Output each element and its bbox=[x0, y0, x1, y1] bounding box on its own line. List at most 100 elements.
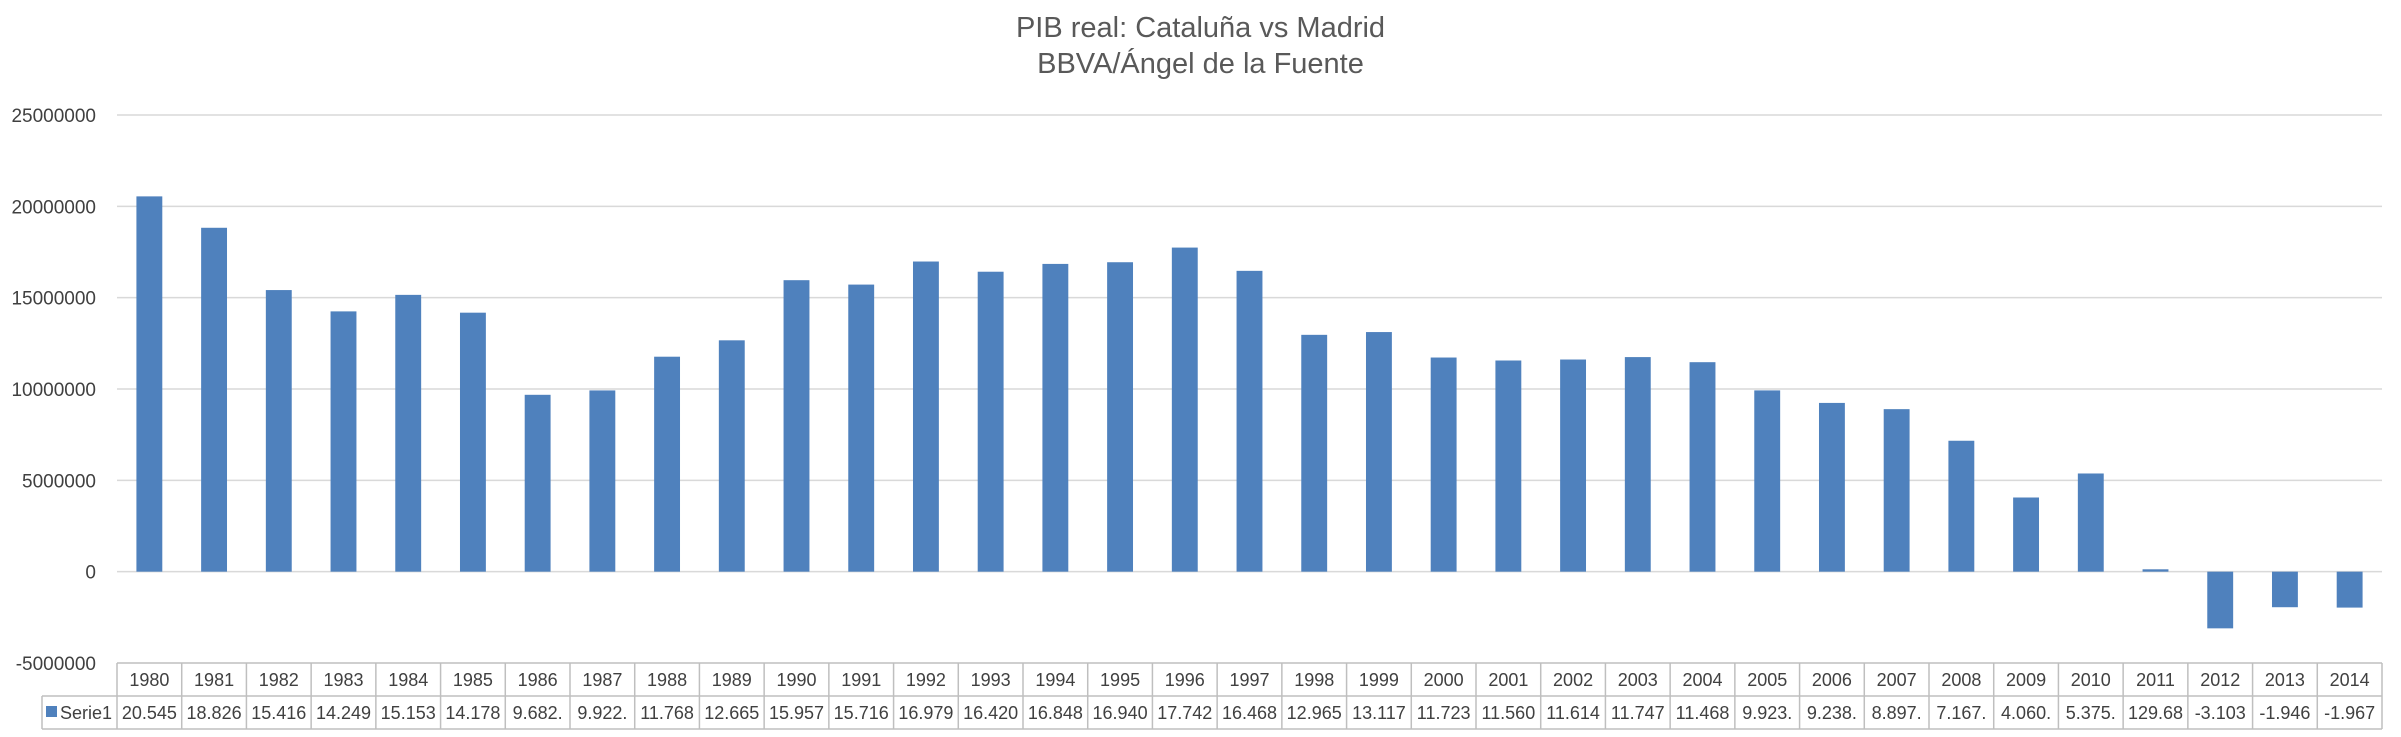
data-label-2004: 11.468 bbox=[1676, 703, 1730, 723]
data-label-1988: 11.768 bbox=[640, 703, 694, 723]
x-category-label: 2005 bbox=[1747, 670, 1787, 690]
bar-1995 bbox=[1107, 262, 1134, 572]
x-category-label: 1981 bbox=[194, 670, 234, 690]
x-category-label: 1986 bbox=[518, 670, 558, 690]
data-label-1984: 15.153 bbox=[381, 703, 436, 723]
data-label-2001: 11.560 bbox=[1481, 703, 1535, 723]
x-category-label: 1996 bbox=[1165, 670, 1205, 690]
bar-2003 bbox=[1624, 357, 1651, 572]
bar-1982 bbox=[265, 290, 292, 572]
x-category-label: 2012 bbox=[2200, 670, 2240, 690]
bar-2010 bbox=[2077, 473, 2104, 572]
x-category-label: 1985 bbox=[453, 670, 493, 690]
bar-2002 bbox=[1560, 359, 1587, 572]
x-category-label: 1998 bbox=[1294, 670, 1334, 690]
bar-2013 bbox=[2271, 571, 2298, 608]
x-category-label: 2013 bbox=[2265, 670, 2305, 690]
y-tick-label: 15000000 bbox=[11, 289, 96, 310]
bar-1980 bbox=[136, 196, 163, 572]
bar-2005 bbox=[1754, 390, 1781, 572]
data-label-1996: 17.742 bbox=[1157, 703, 1212, 723]
data-label-2008: 7.167. bbox=[1936, 703, 1986, 723]
bar-1997 bbox=[1236, 270, 1263, 572]
series-name-label: Serie1 bbox=[60, 703, 112, 723]
x-category-label: 2008 bbox=[1941, 670, 1981, 690]
data-label-1994: 16.848 bbox=[1028, 703, 1083, 723]
x-category-label: 2000 bbox=[1424, 670, 1464, 690]
x-category-label: 1982 bbox=[259, 670, 299, 690]
data-label-1992: 16.979 bbox=[898, 703, 953, 723]
bar-1985 bbox=[459, 312, 486, 572]
data-label-1991: 15.716 bbox=[834, 703, 889, 723]
data-label-2010: 5.375. bbox=[2066, 703, 2116, 723]
data-label-2011: 129.68 bbox=[2128, 703, 2183, 723]
bar-1987 bbox=[589, 390, 616, 572]
x-category-label: 1995 bbox=[1100, 670, 1140, 690]
x-category-label: 1993 bbox=[971, 670, 1011, 690]
x-category-label: 1990 bbox=[776, 670, 816, 690]
bars bbox=[136, 196, 2363, 629]
bar-2009 bbox=[2013, 497, 2040, 572]
data-label-1993: 16.420 bbox=[963, 703, 1018, 723]
data-label-1981: 18.826 bbox=[187, 703, 242, 723]
data-label-2007: 8.897. bbox=[1872, 703, 1922, 723]
data-label-1987: 9.922. bbox=[577, 703, 627, 723]
bar-1986 bbox=[524, 394, 551, 572]
bar-1984 bbox=[395, 294, 422, 572]
bar-1988 bbox=[654, 356, 681, 572]
data-label-1982: 15.416 bbox=[251, 703, 306, 723]
data-label-2009: 4.060. bbox=[2001, 703, 2051, 723]
x-category-label: 2003 bbox=[1618, 670, 1658, 690]
bar-1983 bbox=[330, 311, 357, 572]
data-label-1989: 12.665 bbox=[704, 703, 759, 723]
bar-2007 bbox=[1883, 409, 1910, 572]
x-category-label: 1991 bbox=[841, 670, 881, 690]
data-label-2006: 9.238. bbox=[1807, 703, 1857, 723]
y-tick-label: 10000000 bbox=[11, 380, 96, 401]
data-label-1980: 20.545 bbox=[122, 703, 177, 723]
x-category-label: 1987 bbox=[582, 670, 622, 690]
bar-1999 bbox=[1365, 332, 1392, 572]
bar-1992 bbox=[912, 261, 939, 572]
x-category-label: 1984 bbox=[388, 670, 428, 690]
data-label-1999: 13.117 bbox=[1352, 703, 1406, 723]
data-label-1995: 16.940 bbox=[1093, 703, 1148, 723]
x-category-label: 2001 bbox=[1488, 670, 1528, 690]
legend-key-serie1 bbox=[46, 706, 57, 717]
x-category-label: 2007 bbox=[1877, 670, 1917, 690]
bar-2001 bbox=[1495, 360, 1522, 572]
chart-title: PIB real: Cataluña vs Madrid bbox=[1015, 12, 1386, 44]
bar-2014 bbox=[2336, 571, 2363, 608]
data-label-1998: 12.965 bbox=[1287, 703, 1342, 723]
bar-1993 bbox=[977, 271, 1004, 572]
bar-2012 bbox=[2207, 571, 2234, 629]
chart-subtitle: BBVA/Ángel de la Fuente bbox=[1037, 48, 1364, 80]
bar-1981 bbox=[201, 227, 228, 572]
data-label-2002: 11.614 bbox=[1546, 703, 1600, 723]
y-tick-label: -5000000 bbox=[16, 654, 96, 675]
data-label-2013: -1.946 bbox=[2259, 703, 2310, 723]
bar-2004 bbox=[1689, 362, 1716, 572]
bar-1990 bbox=[783, 280, 810, 572]
x-category-label: 1989 bbox=[712, 670, 752, 690]
x-category-label: 2006 bbox=[1812, 670, 1852, 690]
x-category-label: 2010 bbox=[2071, 670, 2111, 690]
x-category-label: 1992 bbox=[906, 670, 946, 690]
bar-1991 bbox=[848, 284, 875, 572]
x-category-label: 2004 bbox=[1682, 670, 1722, 690]
bar-2008 bbox=[1948, 440, 1975, 572]
bar-2011 bbox=[2142, 569, 2169, 572]
x-category-label: 1999 bbox=[1359, 670, 1399, 690]
data-label-1997: 16.468 bbox=[1222, 703, 1277, 723]
bar-2006 bbox=[1818, 402, 1845, 572]
y-axis-ticks: 25000000 20000000 15000000 10000000 5000000 0… bbox=[11, 106, 96, 675]
bar-1989 bbox=[718, 340, 745, 572]
x-category-label: 2009 bbox=[2006, 670, 2046, 690]
x-category-label: 2014 bbox=[2330, 670, 2370, 690]
bar-1998 bbox=[1301, 334, 1328, 572]
data-label-2012: -3.103 bbox=[2195, 703, 2246, 723]
y-tick-label: 20000000 bbox=[11, 197, 96, 218]
data-label-2003: 11.747 bbox=[1611, 703, 1665, 723]
